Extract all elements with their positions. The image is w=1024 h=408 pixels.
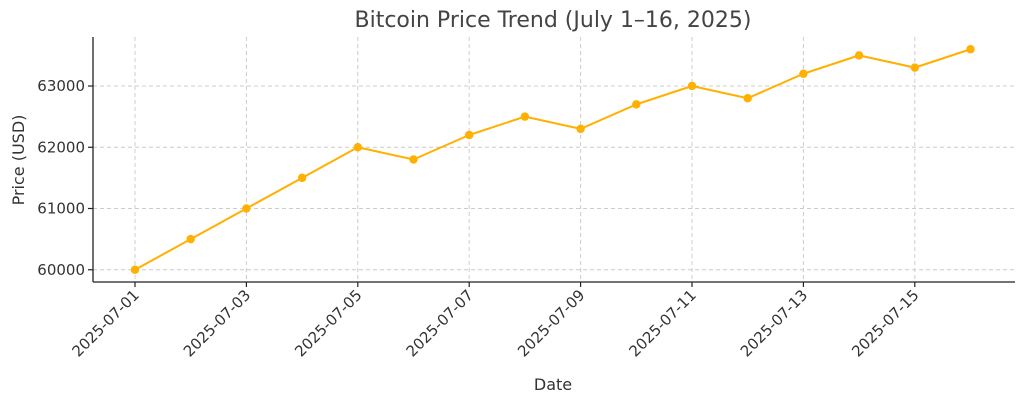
data-point — [799, 69, 808, 78]
data-point — [130, 265, 140, 274]
tick-labels: 60000 61000 62000 63000 2025-07-01 2025-07-03… — [37, 77, 922, 360]
y-tick-label: 62000 — [37, 138, 85, 156]
data-point — [297, 173, 307, 183]
data-point — [409, 155, 418, 164]
x-tick-label: 2025-07-11 — [625, 286, 699, 360]
axes-layer — [88, 37, 1015, 287]
data-point — [520, 112, 530, 121]
series-layer — [130, 45, 975, 274]
data-point — [687, 81, 697, 91]
data-point — [186, 234, 195, 244]
data-point — [353, 143, 362, 152]
data-point — [854, 51, 864, 60]
x-tick-label: 2025-07-05 — [291, 286, 365, 360]
y-tick-label: 63000 — [37, 77, 85, 95]
x-axis-title: Date — [534, 375, 572, 394]
y-tick-label: 61000 — [37, 200, 85, 218]
data-point — [576, 124, 585, 134]
y-axis-title: Price (USD) — [9, 115, 28, 206]
data-point — [910, 63, 919, 72]
y-tick-label: 60000 — [37, 261, 85, 279]
chart-title: Bitcoin Price Trend (July 1–16, 2025) — [355, 8, 752, 33]
x-tick-label: 2025-07-03 — [180, 286, 254, 360]
data-point — [966, 45, 975, 54]
x-tick-label: 2025-07-01 — [68, 286, 142, 360]
x-tick-label: 2025-07-13 — [737, 286, 811, 360]
grid-layer — [93, 37, 1015, 282]
data-point — [465, 130, 474, 140]
x-tick-label: 2025-07-07 — [403, 286, 477, 360]
data-point — [743, 94, 752, 103]
data-point — [242, 204, 251, 213]
data-point — [632, 100, 641, 109]
series-line — [134, 48, 971, 271]
x-tick-label: 2025-07-15 — [848, 286, 922, 360]
x-tick-label: 2025-07-09 — [514, 286, 588, 360]
